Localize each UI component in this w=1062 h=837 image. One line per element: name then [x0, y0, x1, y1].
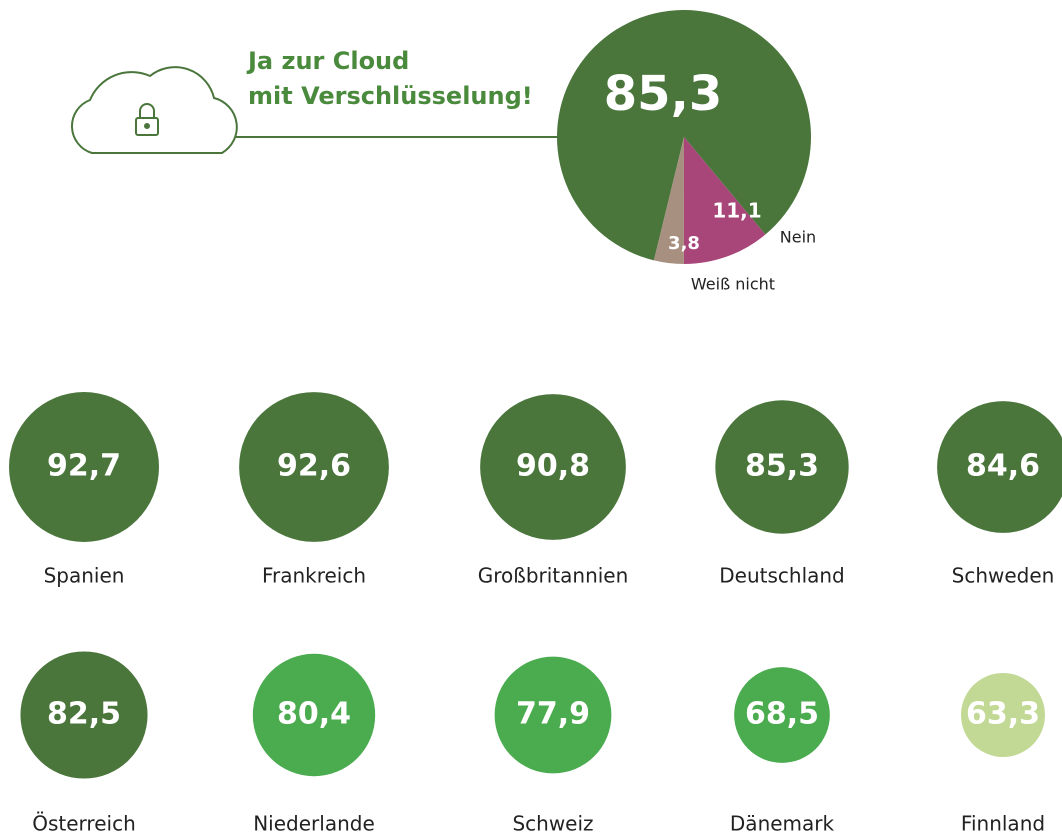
bubble [734, 667, 830, 763]
bubble-value-label: 68,5 [745, 697, 819, 732]
bubble-value-label: 77,9 [516, 697, 590, 732]
bubble [239, 392, 389, 542]
bubble [494, 656, 612, 774]
country-label: Großbritannien [478, 564, 629, 588]
country-label: Schweiz [512, 812, 593, 836]
pie-slice [653, 137, 684, 264]
bubble-value-label: 85,3 [745, 449, 819, 484]
bubble-value-label: 92,7 [47, 449, 121, 484]
country-label: Dänemark [730, 812, 835, 836]
bubble [252, 653, 376, 777]
slice-category-label: Weiß nicht [691, 275, 775, 294]
country-label: Frankreich [262, 564, 366, 588]
bubble-value-label: 84,6 [966, 449, 1040, 484]
bubble [961, 673, 1045, 757]
cloud-icon [71, 66, 238, 154]
title-line: Ja zur Cloud [246, 47, 409, 75]
pie-slice [683, 137, 766, 264]
bubble [937, 401, 1062, 533]
pie-slice [557, 9, 812, 261]
bubble-value-label: 82,5 [47, 697, 121, 732]
slice-value-label: 11,1 [712, 199, 761, 223]
bubble-value-label: 92,6 [277, 449, 351, 484]
bubble [20, 651, 148, 779]
country-label: Schweden [952, 564, 1055, 588]
slice-value-label: 85,3 [604, 66, 722, 122]
bubble [480, 394, 626, 540]
country-label: Niederlande [253, 812, 375, 836]
slice-value-label: 3,8 [668, 233, 700, 254]
title-line: mit Verschlüsselung! [248, 82, 533, 110]
country-label: Spanien [44, 564, 125, 588]
country-label: Finnland [961, 812, 1045, 836]
bubble-value-label: 63,3 [966, 697, 1040, 732]
slice-category-label: Nein [780, 228, 816, 247]
bubble-value-label: 90,8 [516, 449, 590, 484]
bubble-value-label: 80,4 [277, 697, 351, 732]
country-label: Deutschland [719, 564, 845, 588]
bubble [9, 392, 159, 542]
bubble [715, 400, 849, 534]
country-label: Österreich [32, 812, 136, 836]
